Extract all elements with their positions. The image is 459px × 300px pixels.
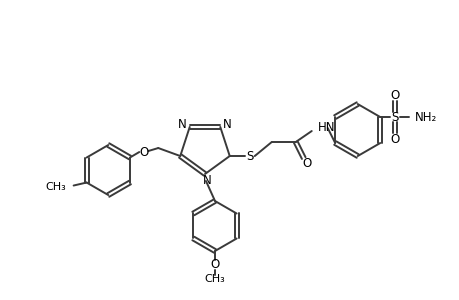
Text: O: O [210,259,219,272]
Text: O: O [390,133,399,146]
Text: S: S [246,149,253,163]
Text: HN: HN [317,121,335,134]
Text: CH₃: CH₃ [204,274,225,284]
Text: O: O [140,146,149,158]
Text: N: N [223,118,231,131]
Text: N: N [178,118,187,131]
Text: O: O [390,88,399,101]
Text: N: N [202,175,211,188]
Text: O: O [302,157,311,169]
Text: S: S [391,110,398,124]
Text: NH₂: NH₂ [414,110,437,124]
Text: CH₃: CH₃ [46,182,67,191]
